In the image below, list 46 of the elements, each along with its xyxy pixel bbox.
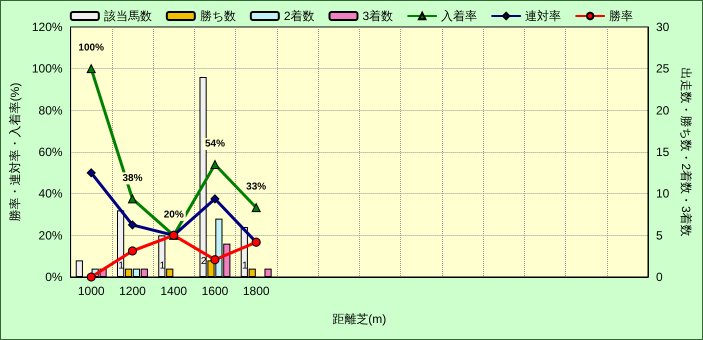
data-label: 1	[242, 260, 248, 272]
legend-label: 該当馬数	[104, 9, 152, 23]
point	[128, 246, 137, 256]
point	[210, 255, 220, 264]
y-axis-title: 勝率・連対率・入着率(%)	[8, 82, 22, 222]
legend-label: 勝ち数	[200, 9, 236, 23]
x-axis-title: 距離芝(m)	[332, 312, 386, 326]
data-label: 20%	[164, 209, 184, 220]
data-label: 100%	[78, 42, 104, 54]
point	[128, 194, 137, 204]
y-tick-label: 40%	[38, 186, 63, 201]
legend-label: 3着数	[362, 9, 394, 23]
point	[252, 203, 261, 212]
y2-tick-label: 0	[656, 270, 663, 284]
legend-label: 勝率	[609, 9, 634, 23]
data-label: 33%	[246, 182, 266, 193]
y2-tick-label: 25	[656, 62, 670, 76]
x-tick-label: 1400	[160, 284, 188, 298]
y-tick-label: 20%	[38, 228, 63, 242]
y-tick-label: 100%	[32, 62, 63, 76]
legend-label: 入着率	[441, 9, 478, 23]
y-tick-label: 80%	[38, 103, 63, 118]
data-label: 1	[160, 260, 166, 272]
y2-axis-title: 出走数・勝ち数・2着数・3着数	[679, 67, 694, 237]
point	[128, 220, 137, 230]
point	[86, 64, 96, 74]
x-tick-label: 1200	[119, 284, 146, 298]
x-tick-label: 1600	[202, 284, 229, 298]
y-tick-label: 120%	[32, 20, 63, 34]
y2-tick-label: 15	[656, 145, 670, 159]
point	[210, 160, 220, 169]
point	[86, 168, 96, 178]
legend-label: 2着数	[284, 9, 315, 23]
data-label: 54%	[204, 138, 226, 150]
y2-tick-label: 10	[656, 186, 670, 201]
y2-tick-label: 20	[656, 103, 670, 118]
y-tick-label: 0%	[45, 270, 63, 284]
y2-tick-label: 5	[656, 228, 663, 242]
x-tick-label: 1000	[78, 284, 105, 298]
y2-tick-label: 30	[656, 20, 670, 34]
point	[210, 194, 220, 204]
data-label: 38%	[122, 172, 143, 184]
legend-label: 連対率	[525, 9, 562, 23]
y-tick-label: 60%	[38, 145, 63, 159]
x-tick-label: 1800	[242, 284, 270, 298]
point	[86, 272, 96, 282]
